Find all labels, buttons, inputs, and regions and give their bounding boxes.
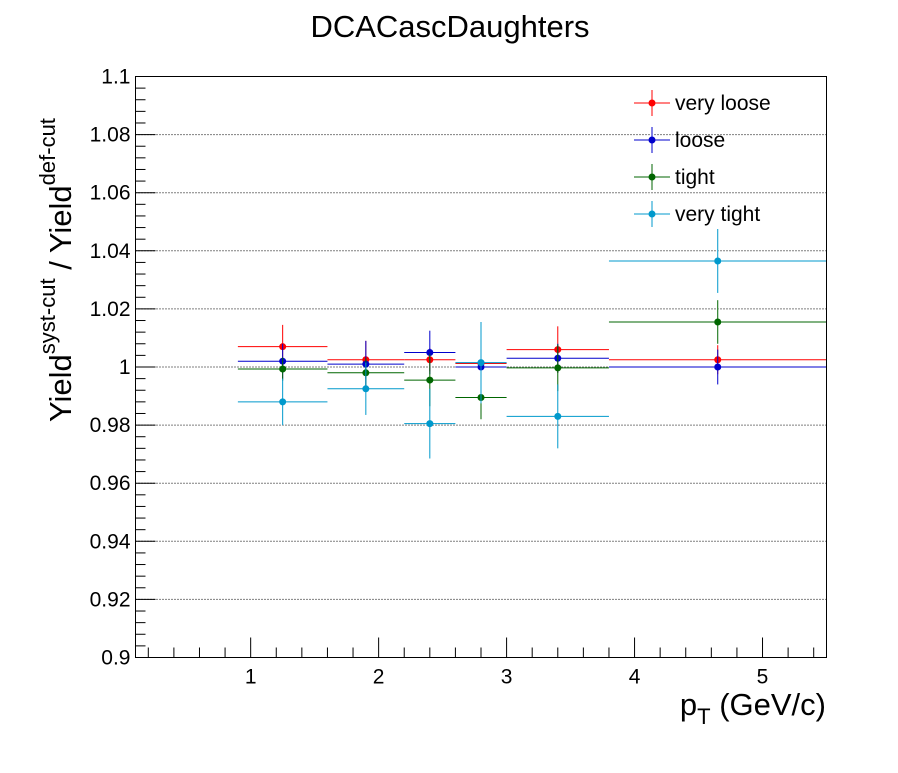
data-point — [279, 398, 287, 406]
data-point — [279, 365, 287, 373]
axis-ticks — [135, 76, 815, 658]
data-series — [237, 229, 827, 459]
legend-marker — [648, 99, 656, 107]
legend-entry: tight — [634, 164, 715, 190]
data-point — [477, 359, 485, 367]
x-axis-title-sub: T — [697, 704, 710, 729]
y-tick-label: 1.06 — [90, 182, 131, 205]
legend: very loose loose tight very tight — [634, 90, 771, 227]
legend-label: loose — [675, 129, 725, 152]
data-point — [714, 318, 722, 326]
y-axis-title-mid: / Yield — [43, 185, 78, 278]
y-tick-label: 0.96 — [90, 472, 131, 495]
y-tick-label: 0.94 — [90, 530, 131, 553]
series-very-tight — [237, 229, 827, 459]
legend-marker — [648, 136, 656, 144]
legend-entry: very tight — [634, 201, 760, 227]
y-axis-title-b-sup: def-cut — [35, 118, 60, 185]
y-tick-label: 1.1 — [101, 66, 130, 89]
x-tick-label: 3 — [501, 666, 513, 689]
x-axis-title: pT (GeV/c) — [680, 687, 826, 729]
data-point — [554, 364, 562, 372]
x-tick-label: 5 — [757, 666, 769, 689]
y-tick-label: 0.9 — [101, 647, 130, 670]
legend-label: tight — [675, 166, 715, 189]
legend-marker — [648, 173, 656, 181]
x-tick-label: 1 — [245, 666, 257, 689]
data-point — [714, 363, 722, 371]
y-tick-label: 0.98 — [90, 414, 131, 437]
data-point — [426, 376, 434, 384]
y-axis-title-a-sup: syst-cut — [35, 278, 60, 354]
y-axis-title: Yieldsyst-cut / Yielddef-cut — [35, 118, 78, 422]
legend-marker — [648, 210, 656, 218]
y-tick-label: 1.02 — [90, 298, 131, 321]
data-point — [426, 348, 434, 356]
legend-label: very tight — [675, 203, 760, 226]
x-axis-title-rest: (GeV/c) — [711, 687, 826, 722]
data-point — [714, 257, 722, 265]
data-point — [426, 420, 434, 428]
y-tick-label: 1 — [119, 356, 131, 379]
y-tick-label: 1.04 — [90, 240, 131, 263]
legend-label: very loose — [675, 92, 771, 115]
y-tick-label: 1.08 — [90, 124, 131, 147]
data-point — [554, 412, 562, 420]
data-point — [362, 385, 370, 393]
series-tight — [237, 300, 827, 420]
legend-entry: loose — [634, 127, 725, 153]
y-axis-title-a: Yield — [43, 354, 78, 422]
legend-entry: very loose — [634, 90, 771, 116]
x-axis-title-main: p — [680, 687, 697, 722]
y-tick-label: 0.92 — [90, 588, 131, 611]
x-tick-label: 2 — [373, 666, 385, 689]
x-tick-label: 4 — [629, 666, 641, 689]
chart-title: DCACascDaughters — [310, 9, 589, 44]
tick-labels: 0.9 0.92 0.94 0.96 0.98 1 1.02 1.04 1.06 1.08 1.1 1… — [90, 66, 769, 689]
